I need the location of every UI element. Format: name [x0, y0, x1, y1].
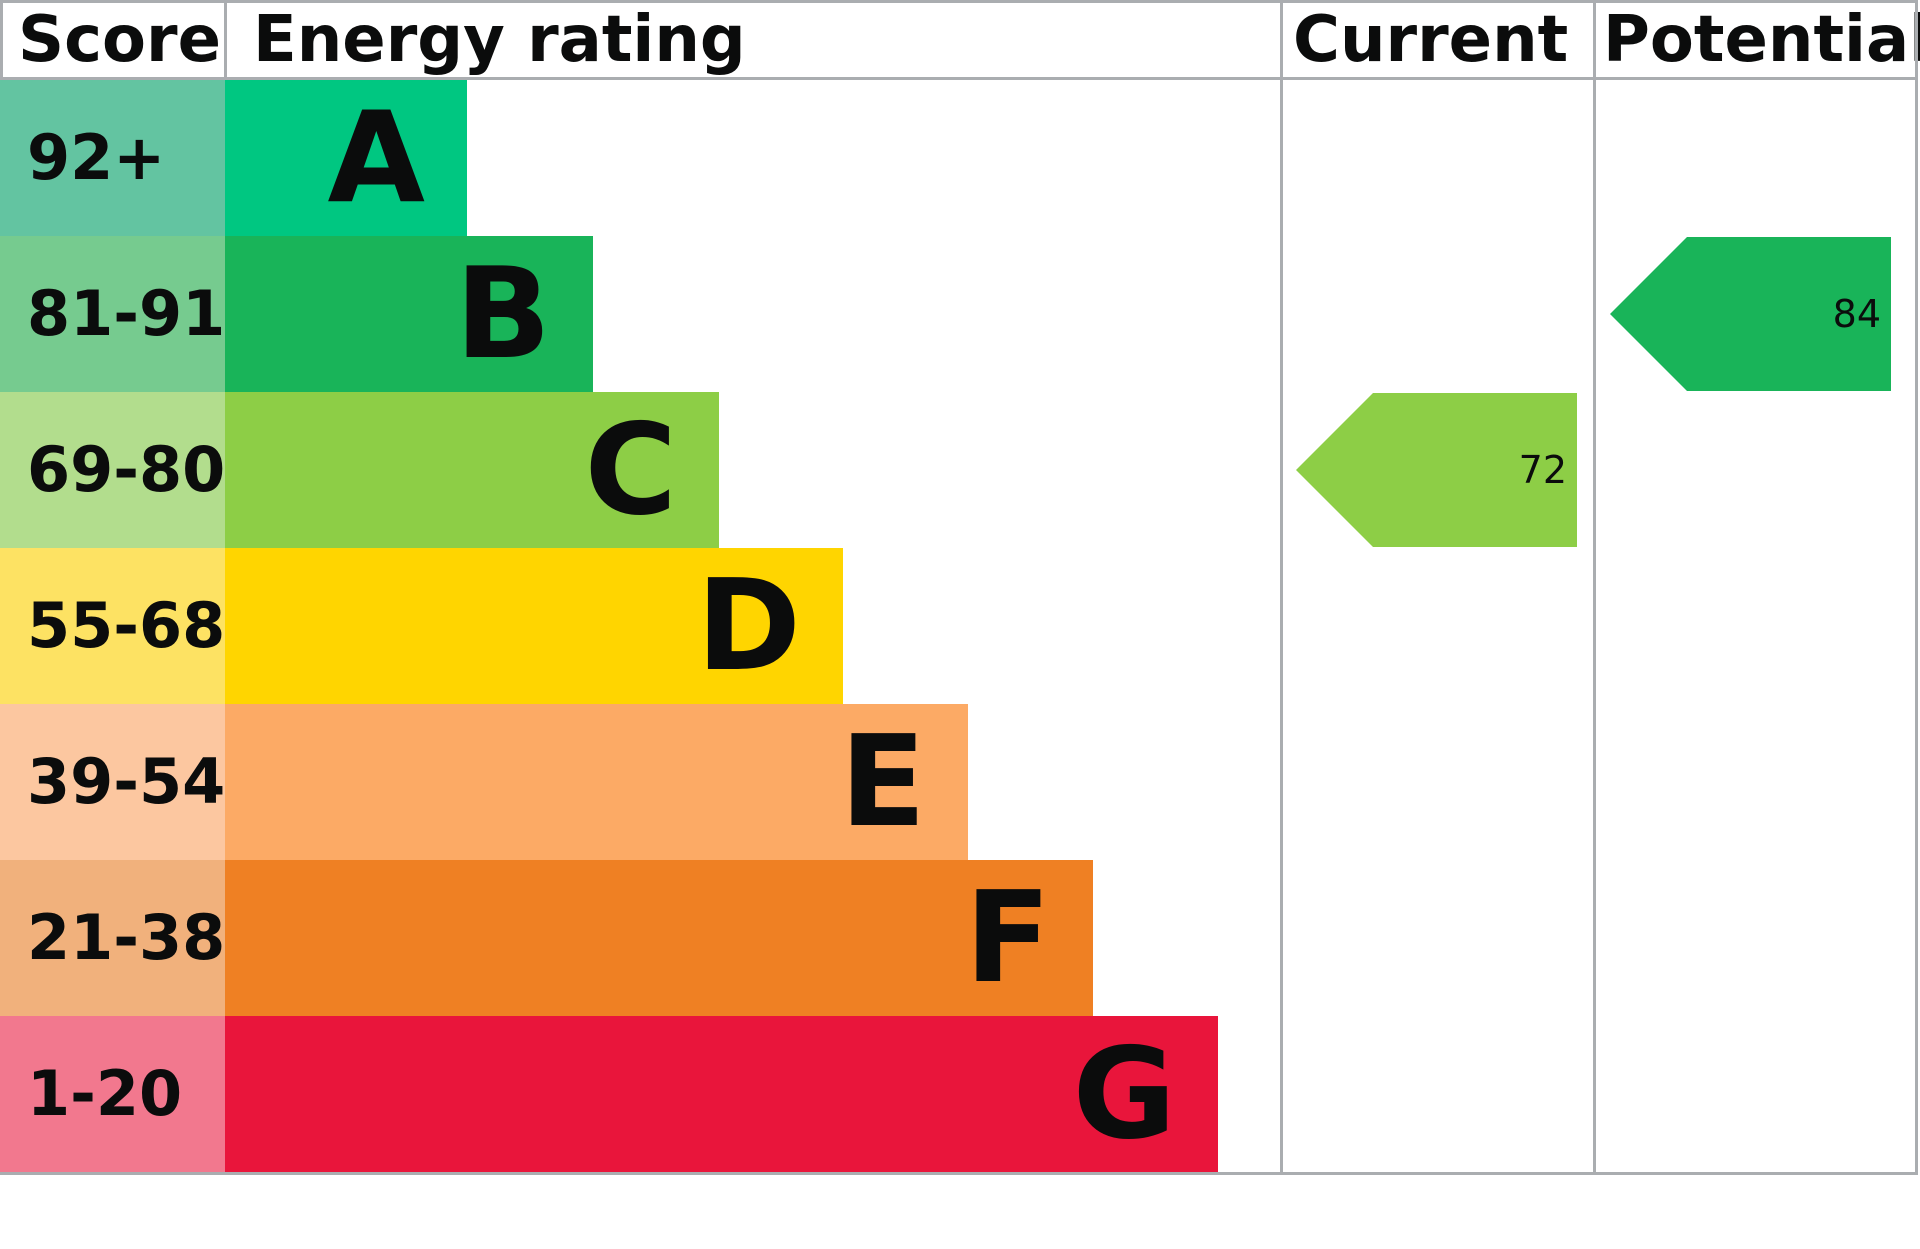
- current-column-divider: [1280, 0, 1283, 1175]
- column-header-potential: Potential: [1603, 3, 1920, 77]
- epc-band-row-c: 69-80 C: [0, 392, 1915, 548]
- score-range-cell: 21-38: [0, 860, 225, 1016]
- epc-band-row-f: 21-38 F: [0, 860, 1915, 1016]
- table-border-right: [1915, 0, 1918, 1175]
- column-header-current: Current: [1293, 3, 1569, 77]
- table-border-bottom: [0, 1172, 1918, 1175]
- score-range-cell: 55-68: [0, 548, 225, 704]
- current-rating-value: 72: [1518, 448, 1567, 492]
- rating-bar: D: [225, 548, 843, 704]
- epc-band-row-d: 55-68 D: [0, 548, 1915, 704]
- epc-band-row-a: 92+ A: [0, 80, 1915, 236]
- epc-band-row-e: 39-54 E: [0, 704, 1915, 860]
- rating-bar: G: [225, 1016, 1218, 1172]
- table-border-left: [0, 0, 3, 80]
- rating-rows: 92+ A 81-91 B 69-80 C 55-68 D 39-54 E 21…: [0, 80, 1915, 1172]
- potential-rating-value: 84: [1832, 292, 1881, 336]
- potential-rating-arrow: 84: [1610, 237, 1891, 391]
- score-range-cell: 81-91: [0, 236, 225, 392]
- rating-bar: A: [225, 80, 467, 236]
- score-column-divider: [224, 0, 227, 80]
- rating-bar: E: [225, 704, 968, 860]
- table-border-top: [0, 0, 1918, 3]
- epc-band-row-g: 1-20 G: [0, 1016, 1915, 1172]
- epc-band-row-b: 81-91 B: [0, 236, 1915, 392]
- score-range-cell: 92+: [0, 80, 225, 236]
- column-header-score: Score: [18, 3, 221, 77]
- potential-column-divider: [1593, 0, 1596, 1175]
- header-bottom-divider: [0, 77, 1918, 80]
- rating-bar: F: [225, 860, 1093, 1016]
- column-header-energy-rating: Energy rating: [253, 3, 746, 77]
- score-range-cell: 1-20: [0, 1016, 225, 1172]
- score-range-cell: 69-80: [0, 392, 225, 548]
- rating-bar: B: [225, 236, 593, 392]
- rating-bar: C: [225, 392, 719, 548]
- score-range-cell: 39-54: [0, 704, 225, 860]
